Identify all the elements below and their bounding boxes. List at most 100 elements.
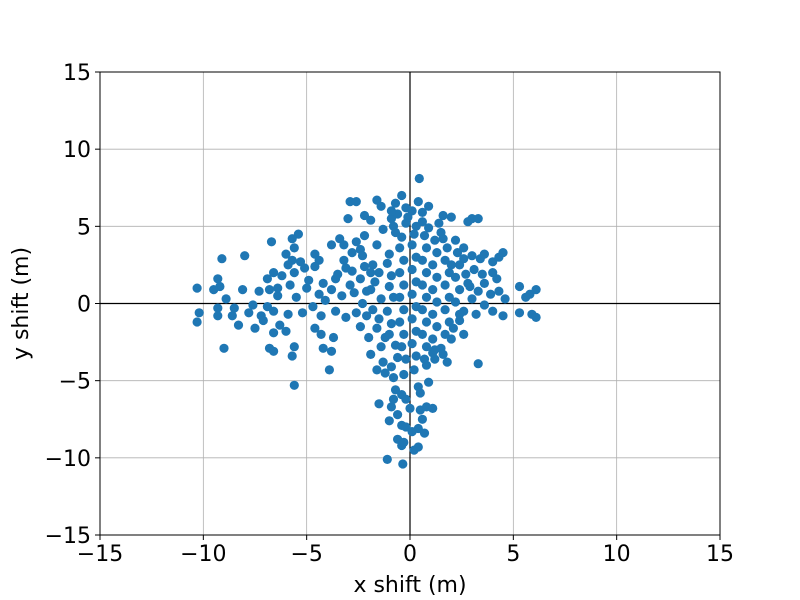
data-point [424,223,434,233]
y-axis-ticks: −15 −10 −5 0 5 10 15 [45,61,100,549]
data-point [498,248,508,258]
data-point [289,243,299,253]
data-point [345,280,355,290]
data-point [450,297,461,307]
data-point [395,317,405,327]
data-point [289,380,299,390]
data-point [328,332,339,343]
data-point [221,294,231,304]
data-point [514,308,525,318]
data-point [351,197,361,207]
data-point [386,319,396,329]
data-point [366,268,376,278]
data-point [326,240,337,250]
data-point [442,243,452,253]
data-point [428,403,438,413]
data-point [250,323,260,333]
data-point [409,365,419,375]
data-point [417,329,427,339]
data-point [440,305,450,315]
data-point [310,323,320,333]
data-point [368,260,378,270]
data-point [393,410,403,420]
data-point [438,349,448,359]
data-point [308,302,318,312]
data-point [430,235,440,245]
data-point [395,243,405,253]
data-point [382,306,392,316]
data-point [318,343,328,353]
data-point [368,305,378,315]
data-point [486,289,496,299]
data-point [401,394,411,404]
data-points [192,173,541,469]
data-point [440,280,450,290]
data-point [281,326,291,336]
data-point [407,314,417,324]
data-point [285,280,295,290]
data-point [459,329,469,339]
data-point [277,271,287,281]
data-point [446,212,456,222]
data-point [316,329,326,339]
data-point [469,264,479,275]
data-point [421,268,432,278]
x-tick-label: 5 [506,542,520,567]
data-point [372,365,382,375]
y-tick-label: −5 [59,370,91,395]
data-point [455,285,465,295]
data-point [395,268,405,278]
data-point [347,248,357,258]
data-point [213,274,223,284]
data-point [273,291,283,301]
data-point [450,272,461,282]
data-point [407,289,417,299]
data-point [421,243,432,253]
data-point [366,215,376,225]
data-point [283,309,293,319]
data-point [399,305,409,315]
data-point [390,198,401,208]
data-point [248,300,258,310]
data-point [240,251,250,261]
data-point [411,351,421,361]
data-point [421,317,432,327]
data-point [386,271,396,281]
data-point [376,342,386,352]
data-point [289,342,299,352]
data-point [378,357,388,367]
data-point [300,263,310,273]
data-point [351,237,361,247]
data-point [417,305,427,315]
y-tick-label: 15 [63,61,91,86]
data-point [432,297,442,307]
data-point [229,303,239,313]
data-point [395,292,405,302]
data-point [438,210,448,221]
data-point [262,274,272,284]
data-point [386,206,396,216]
y-tick-label: 5 [77,215,91,240]
data-point [430,345,440,355]
data-point [380,368,390,378]
data-point [269,268,279,278]
data-point [421,342,432,352]
data-point [355,322,365,332]
data-point [473,286,483,296]
data-point [428,285,438,295]
data-point [432,248,442,258]
data-point [415,388,425,398]
data-point [444,317,454,327]
data-point [209,285,219,295]
data-point [384,281,394,292]
data-point [219,343,229,353]
data-point [488,306,498,316]
data-point [479,278,489,288]
data-point [473,214,483,224]
data-point [399,329,409,339]
y-tick-label: 0 [77,293,91,318]
data-point [397,342,407,352]
data-point [194,308,204,318]
data-point [419,231,430,241]
